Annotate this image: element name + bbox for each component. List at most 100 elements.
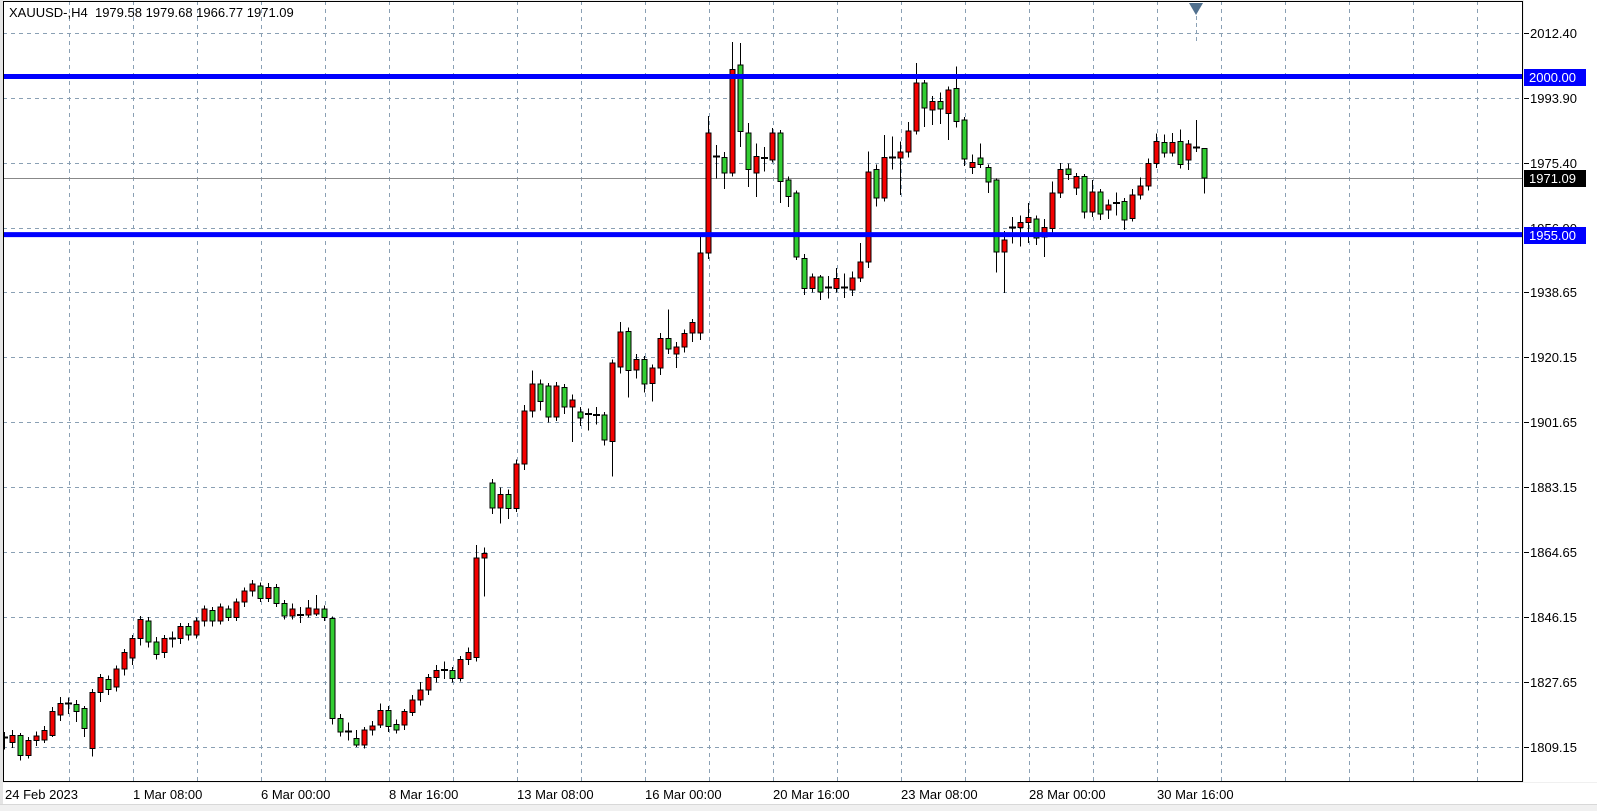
- candle: [305, 600, 312, 618]
- time-axis-label: 28 Mar 00:00: [1029, 787, 1106, 802]
- grid: [4, 2, 1522, 781]
- time-axis-label: 1 Mar 08:00: [133, 787, 203, 802]
- candle: [1193, 120, 1200, 153]
- candle: [1065, 163, 1072, 181]
- candle: [1057, 162, 1064, 198]
- candle: [273, 584, 280, 608]
- ohlc-info: XAUUSD-,H4 1979.58 1979.68 1966.77 1971.…: [9, 5, 294, 20]
- candle: [617, 321, 624, 374]
- candle: [1081, 173, 1088, 219]
- candle: [137, 615, 144, 646]
- candle: [17, 732, 24, 761]
- price-axis-label: 1809.15: [1530, 740, 1577, 755]
- candle: [833, 268, 840, 293]
- candle: [697, 232, 704, 341]
- candle: [1201, 147, 1208, 194]
- candle: [873, 164, 880, 207]
- window-edge: [0, 0, 3, 804]
- candle: [753, 143, 760, 198]
- price-axis-label: 1993.90: [1530, 91, 1577, 106]
- candle: [769, 127, 776, 163]
- candle: [329, 616, 336, 725]
- price-axis-label: 1975.40: [1530, 156, 1577, 171]
- candle: [25, 737, 32, 759]
- candle: [65, 697, 72, 715]
- candle: [185, 622, 192, 641]
- candle: [897, 141, 904, 195]
- candle: [745, 122, 752, 187]
- time-scale[interactable]: [3, 783, 1597, 804]
- time-axis-label: 6 Mar 00:00: [261, 787, 331, 802]
- candle: [1073, 173, 1080, 195]
- candle: [961, 116, 968, 167]
- candle: [209, 607, 216, 627]
- price-scale[interactable]: [1524, 0, 1597, 782]
- candle: [161, 635, 168, 658]
- time-axis-label: 30 Mar 16:00: [1157, 787, 1234, 802]
- candle: [297, 607, 304, 623]
- candle: [1129, 188, 1136, 222]
- candle: [689, 318, 696, 342]
- candle: [425, 673, 432, 695]
- time-axis-label: 23 Mar 08:00: [901, 787, 978, 802]
- time-axis-label: 13 Mar 08:00: [517, 787, 594, 802]
- candle: [1097, 188, 1104, 221]
- plot-area[interactable]: [3, 1, 1523, 782]
- candle: [169, 631, 176, 648]
- candle: [905, 122, 912, 158]
- candle: [977, 143, 984, 168]
- candle: [401, 708, 408, 730]
- candle: [369, 721, 376, 736]
- candle: [441, 661, 448, 680]
- candle: [633, 354, 640, 379]
- candle: [465, 647, 472, 666]
- candle: [113, 665, 120, 692]
- candle: [721, 152, 728, 189]
- candle: [529, 370, 536, 418]
- candle: [985, 164, 992, 194]
- candle: [49, 706, 56, 738]
- candle: [713, 145, 720, 179]
- candle: [225, 605, 232, 622]
- candle: [1001, 231, 1008, 293]
- candle: [825, 276, 832, 299]
- candle: [489, 478, 496, 514]
- window-bottom-edge: [0, 804, 1597, 811]
- candle: [41, 725, 48, 743]
- candle: [841, 273, 848, 298]
- candle: [449, 666, 456, 683]
- candle: [433, 665, 440, 683]
- price-axis-label: 1901.65: [1530, 415, 1577, 430]
- candle: [1137, 177, 1144, 200]
- time-axis-label: 20 Mar 16:00: [773, 787, 850, 802]
- candle: [385, 706, 392, 732]
- candle: [1153, 133, 1160, 168]
- candle: [849, 271, 856, 297]
- chart-shift-marker-icon[interactable]: [1189, 3, 1203, 44]
- candle: [625, 327, 632, 398]
- candle: [1161, 134, 1168, 158]
- candle: [1089, 180, 1096, 218]
- candle: [777, 129, 784, 204]
- candle: [313, 595, 320, 616]
- candle: [585, 408, 592, 431]
- candle: [89, 689, 96, 757]
- candle: [105, 675, 112, 695]
- candle: [601, 412, 608, 446]
- candle: [97, 673, 104, 702]
- candle: [193, 617, 200, 639]
- candle: [1169, 132, 1176, 157]
- candle: [865, 151, 872, 269]
- price-axis-label: 1846.15: [1530, 610, 1577, 625]
- candle: [1121, 197, 1128, 231]
- price-axis-label: 1864.65: [1530, 545, 1577, 560]
- candle: [641, 355, 648, 393]
- candle: [33, 731, 40, 746]
- candle: [257, 582, 264, 602]
- time-axis-label: 8 Mar 16:00: [389, 787, 459, 802]
- candle: [241, 587, 248, 608]
- candle: [377, 703, 384, 729]
- candle: [793, 190, 800, 260]
- candle: [785, 176, 792, 207]
